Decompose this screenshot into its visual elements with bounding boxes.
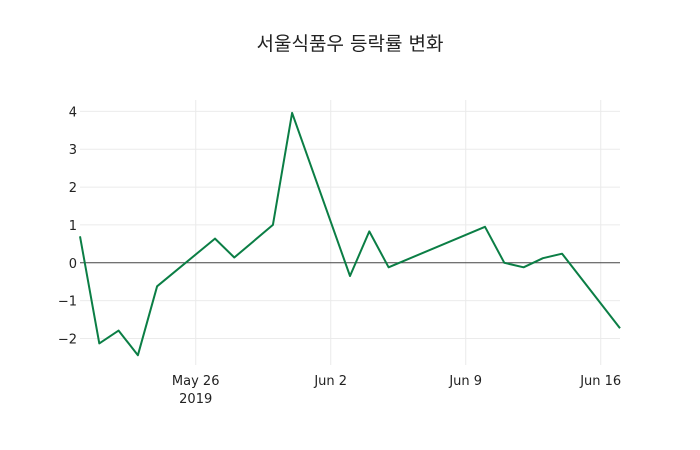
y-tick-label: 3 xyxy=(69,143,77,158)
grid xyxy=(80,100,620,365)
y-tick-label: −2 xyxy=(58,333,77,348)
series-group xyxy=(79,111,621,357)
x-tick-label: Jun 9 xyxy=(448,374,482,389)
y-tick-label: 0 xyxy=(69,257,77,272)
chart-title: 서울식품우 등락률 변화 xyxy=(257,33,444,55)
y-tick-label: 2 xyxy=(69,181,77,196)
x-tick-label: Jun 16 xyxy=(579,374,621,389)
series-line xyxy=(79,111,621,357)
x-tick-sublabel: 2019 xyxy=(179,392,212,407)
x-tick-label: May 26 xyxy=(172,374,220,389)
x-tick-label: Jun 2 xyxy=(313,374,347,389)
y-axis: 4 3 2 1 0 −1 −2 xyxy=(58,105,77,347)
y-tick-label: 1 xyxy=(69,219,77,234)
y-tick-label: −1 xyxy=(58,295,77,310)
y-tick-label: 4 xyxy=(69,105,77,120)
x-axis: May 26 2019 Jun 2 Jun 9 Jun 16 xyxy=(172,374,621,407)
